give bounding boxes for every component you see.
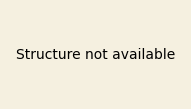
Text: Structure not available: Structure not available [16,48,175,61]
